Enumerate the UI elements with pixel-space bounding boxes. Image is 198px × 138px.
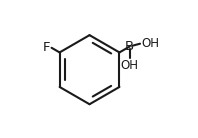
Text: OH: OH xyxy=(121,59,139,72)
Text: OH: OH xyxy=(142,37,160,50)
Text: F: F xyxy=(43,41,50,54)
Text: B: B xyxy=(125,40,134,53)
